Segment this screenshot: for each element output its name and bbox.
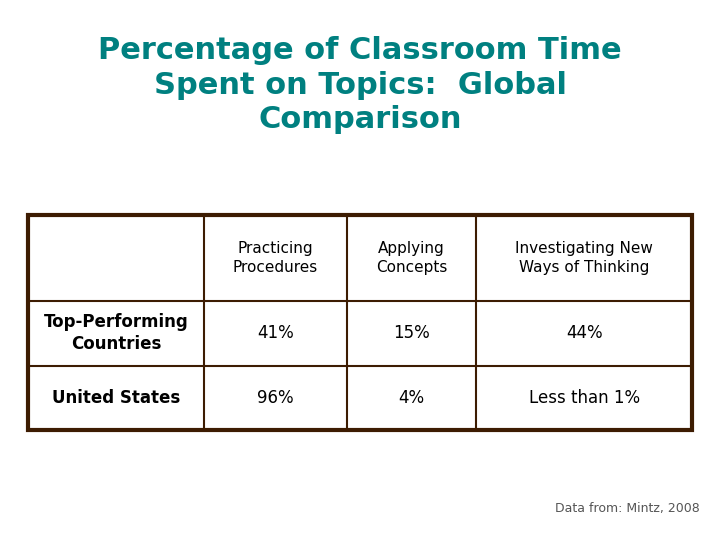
Text: 15%: 15% (393, 324, 430, 342)
Text: United States: United States (52, 389, 180, 407)
Text: Practicing
Procedures: Practicing Procedures (233, 241, 318, 275)
Text: 44%: 44% (566, 324, 603, 342)
Text: Percentage of Classroom Time
Spent on Topics:  Global
Comparison: Percentage of Classroom Time Spent on To… (98, 36, 622, 134)
Text: Data from: Mintz, 2008: Data from: Mintz, 2008 (555, 502, 700, 515)
Text: 96%: 96% (257, 389, 294, 407)
Text: Applying
Concepts: Applying Concepts (376, 241, 447, 275)
Text: 41%: 41% (257, 324, 294, 342)
Text: Top-Performing
Countries: Top-Performing Countries (44, 313, 189, 353)
Text: Investigating New
Ways of Thinking: Investigating New Ways of Thinking (516, 241, 653, 275)
Text: Less than 1%: Less than 1% (528, 389, 639, 407)
Bar (28, 215, 692, 430)
Text: 4%: 4% (398, 389, 425, 407)
